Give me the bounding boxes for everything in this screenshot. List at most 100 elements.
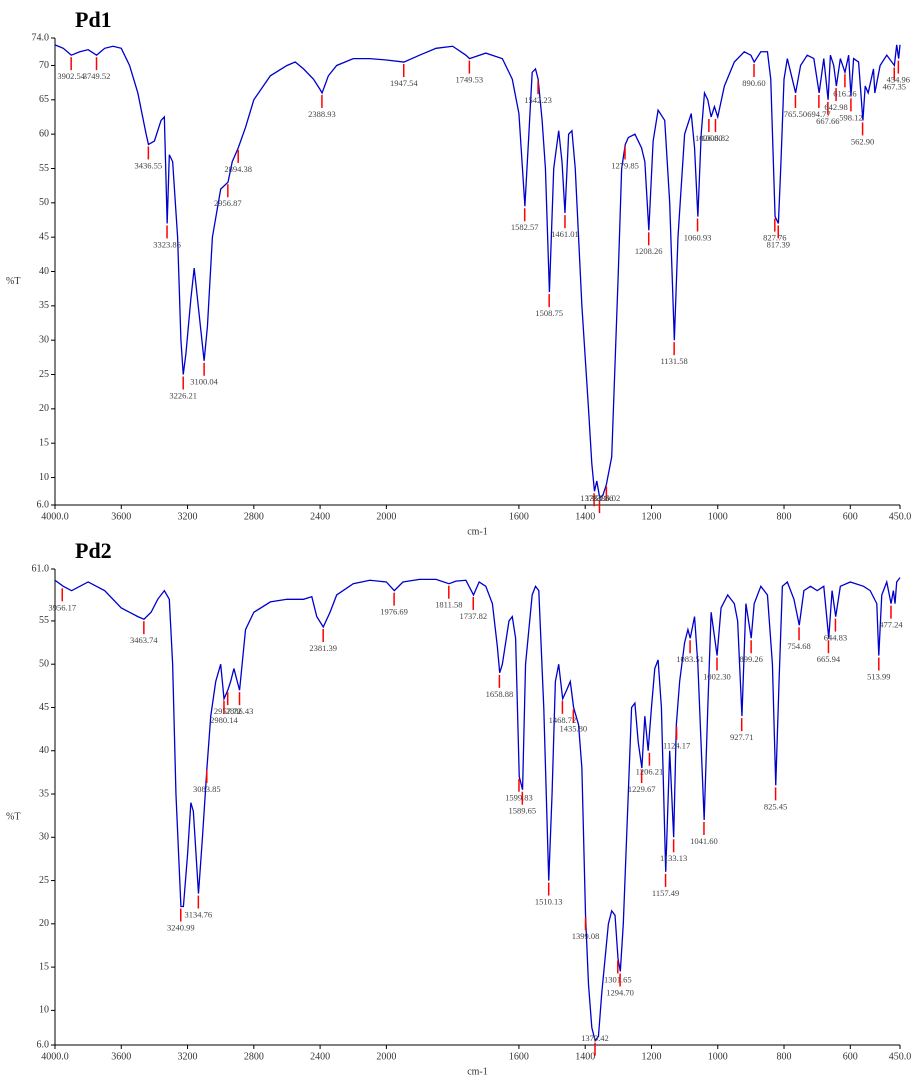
y-tick-label: 6.0 xyxy=(37,499,50,510)
peak-label: 454.96 xyxy=(887,75,910,85)
y-tick-label: 6.0 xyxy=(37,1039,50,1050)
x-tick-label: 800 xyxy=(777,1051,792,1062)
y-tick-label: 15 xyxy=(39,961,49,972)
peak-label: 562.90 xyxy=(851,136,874,146)
peak-label: 1229.67 xyxy=(628,784,656,794)
peak-label: 2894.38 xyxy=(224,164,252,174)
x-tick-label: 450.0 xyxy=(889,511,912,522)
peak-label: 3240.99 xyxy=(167,922,195,932)
x-tick-label: 2800 xyxy=(244,511,264,522)
chart-title: Pd2 xyxy=(75,538,112,563)
peak-label: 2956.87 xyxy=(214,198,242,208)
peak-label: 1749.53 xyxy=(456,75,484,85)
peak-label: 1510.13 xyxy=(535,897,563,907)
y-tick-label: 30 xyxy=(39,832,49,843)
spectrum-line xyxy=(54,577,901,1043)
x-axis-label: cm-1 xyxy=(467,526,488,537)
peak-label: 899.26 xyxy=(739,654,762,664)
peak-label: 1279.85 xyxy=(611,160,639,170)
x-tick-label: 2400 xyxy=(310,511,330,522)
peak-label: 1206.21 xyxy=(636,767,664,777)
y-tick-label: 45 xyxy=(39,231,49,242)
x-tick-label: 1000 xyxy=(708,511,728,522)
peak-label: 1589.65 xyxy=(509,806,537,816)
peak-label: 1208.26 xyxy=(635,246,663,256)
y-tick-label: 40 xyxy=(39,266,49,277)
y-tick-label: 55 xyxy=(39,163,49,174)
peak-label: 1373.21 xyxy=(580,493,608,503)
y-tick-label: 65 xyxy=(39,94,49,105)
peak-label: 1435.80 xyxy=(560,723,588,733)
y-tick-label: 15 xyxy=(39,437,49,448)
x-tick-label: 4000.0 xyxy=(41,1051,69,1062)
x-tick-label: 450.0 xyxy=(889,1051,912,1062)
peak-label: 1301.65 xyxy=(604,974,632,984)
y-tick-label: 10 xyxy=(39,1005,49,1016)
y-axis-label: %T xyxy=(6,811,20,822)
peak-label: 3956.17 xyxy=(48,602,76,612)
y-tick-label: 60 xyxy=(39,128,49,139)
peak-label: 1083.51 xyxy=(676,654,704,664)
peak-label: 3100.04 xyxy=(190,377,218,387)
x-tick-label: 1200 xyxy=(641,1051,661,1062)
peak-label: 642.98 xyxy=(824,102,847,112)
y-tick-label: 61.0 xyxy=(32,563,50,574)
peak-label: 817.39 xyxy=(767,239,790,249)
y-tick-label: 20 xyxy=(39,403,49,414)
peak-label: 3083.85 xyxy=(193,784,221,794)
peak-label: 1131.58 xyxy=(660,356,687,366)
x-tick-label: 2800 xyxy=(244,1051,264,1062)
peak-label: 1294.70 xyxy=(606,987,634,997)
peak-label: 598.12 xyxy=(839,112,862,122)
x-tick-label: 1600 xyxy=(509,511,529,522)
y-tick-label: 74.0 xyxy=(32,32,50,43)
spectrum-line xyxy=(54,44,901,500)
peak-label: 3134.76 xyxy=(185,909,213,919)
peak-label: 765.50 xyxy=(784,109,807,119)
peak-label: 1468.72 xyxy=(549,715,577,725)
y-tick-label: 30 xyxy=(39,334,49,345)
peak-label: 1508.75 xyxy=(535,308,563,318)
peak-label: 890.60 xyxy=(742,78,765,88)
y-tick-label: 45 xyxy=(39,702,49,713)
peak-label: 1124.17 xyxy=(663,741,690,751)
peak-label: 1370.42 xyxy=(581,1033,609,1043)
peak-label: 754.68 xyxy=(787,641,810,651)
peak-label: 927.71 xyxy=(730,732,753,742)
peak-label: 467.35 xyxy=(883,81,906,91)
y-axis-label: %T xyxy=(6,276,20,287)
y-tick-label: 40 xyxy=(39,745,49,756)
y-tick-label: 35 xyxy=(39,300,49,311)
peak-label: 1399.08 xyxy=(572,931,600,941)
peak-label: 3749.52 xyxy=(83,71,111,81)
peak-label: 667.66 xyxy=(816,116,839,126)
x-tick-label: 3600 xyxy=(111,511,131,522)
peak-label: 3436.55 xyxy=(135,160,163,170)
peak-label: 616.26 xyxy=(833,88,856,98)
peak-label: 665.94 xyxy=(817,654,841,664)
peak-label: 1026.80 xyxy=(695,133,723,143)
peak-label: 2381.39 xyxy=(309,643,337,653)
x-axis-label: cm-1 xyxy=(467,1066,488,1077)
x-tick-label: 600 xyxy=(843,511,858,522)
y-tick-label: 50 xyxy=(39,197,49,208)
peak-label: 1356.86 xyxy=(586,493,614,503)
peak-label: 1658.88 xyxy=(486,689,514,699)
peak-label: 1002.30 xyxy=(703,671,731,681)
peak-label: 825.45 xyxy=(764,801,787,811)
x-tick-label: 3200 xyxy=(178,1051,198,1062)
x-tick-label: 2000 xyxy=(376,1051,396,1062)
x-tick-label: 1000 xyxy=(708,1051,728,1062)
peak-label: 1542.23 xyxy=(524,95,552,105)
peak-label: 1976.69 xyxy=(380,607,408,617)
peak-label: 1599.83 xyxy=(505,793,533,803)
x-tick-label: 1600 xyxy=(509,1051,529,1062)
peak-label: 2388.93 xyxy=(308,109,336,119)
peak-label: 827.76 xyxy=(763,233,786,243)
peak-label: 2886.43 xyxy=(226,706,254,716)
x-tick-label: 1400 xyxy=(575,1051,595,1062)
peak-label: 2957.72 xyxy=(214,706,242,716)
x-tick-label: 3600 xyxy=(111,1051,131,1062)
peak-label: 1811.58 xyxy=(435,600,462,610)
